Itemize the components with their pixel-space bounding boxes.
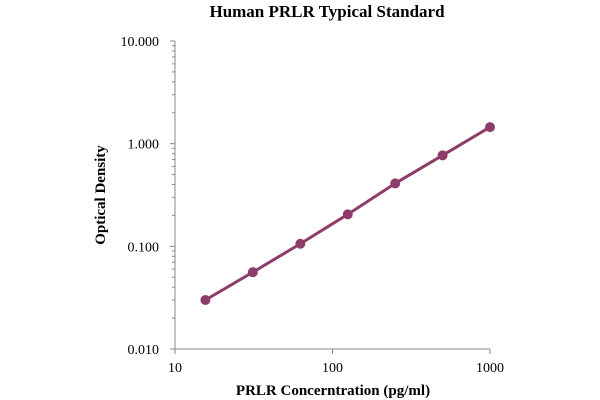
y-axis-title: Optical Density	[93, 145, 109, 245]
x-axis-ticks: 10 100 1000	[168, 349, 504, 376]
data-point	[390, 178, 401, 189]
data-series	[200, 122, 495, 306]
x-axis-title: PRLR Concerntration (pg/ml)	[236, 383, 430, 399]
y-tick-label: 0.010	[128, 343, 160, 358]
x-tick-label: 10	[168, 361, 182, 376]
y-axis-ticks: 0.010 0.100 1.000 10.000	[121, 35, 175, 358]
data-point	[295, 238, 306, 249]
y-tick-label: 0.100	[128, 240, 160, 255]
data-point	[437, 150, 448, 161]
y-tick-label: 1.000	[128, 138, 160, 153]
data-point	[247, 267, 258, 278]
y-tick-label: 10.000	[121, 35, 160, 50]
data-point	[342, 209, 353, 220]
chart-title: Human PRLR Typical Standard	[209, 2, 445, 21]
data-point	[200, 295, 211, 306]
x-tick-label: 100	[322, 361, 343, 376]
data-point	[485, 122, 495, 133]
x-tick-label: 1000	[476, 361, 504, 376]
